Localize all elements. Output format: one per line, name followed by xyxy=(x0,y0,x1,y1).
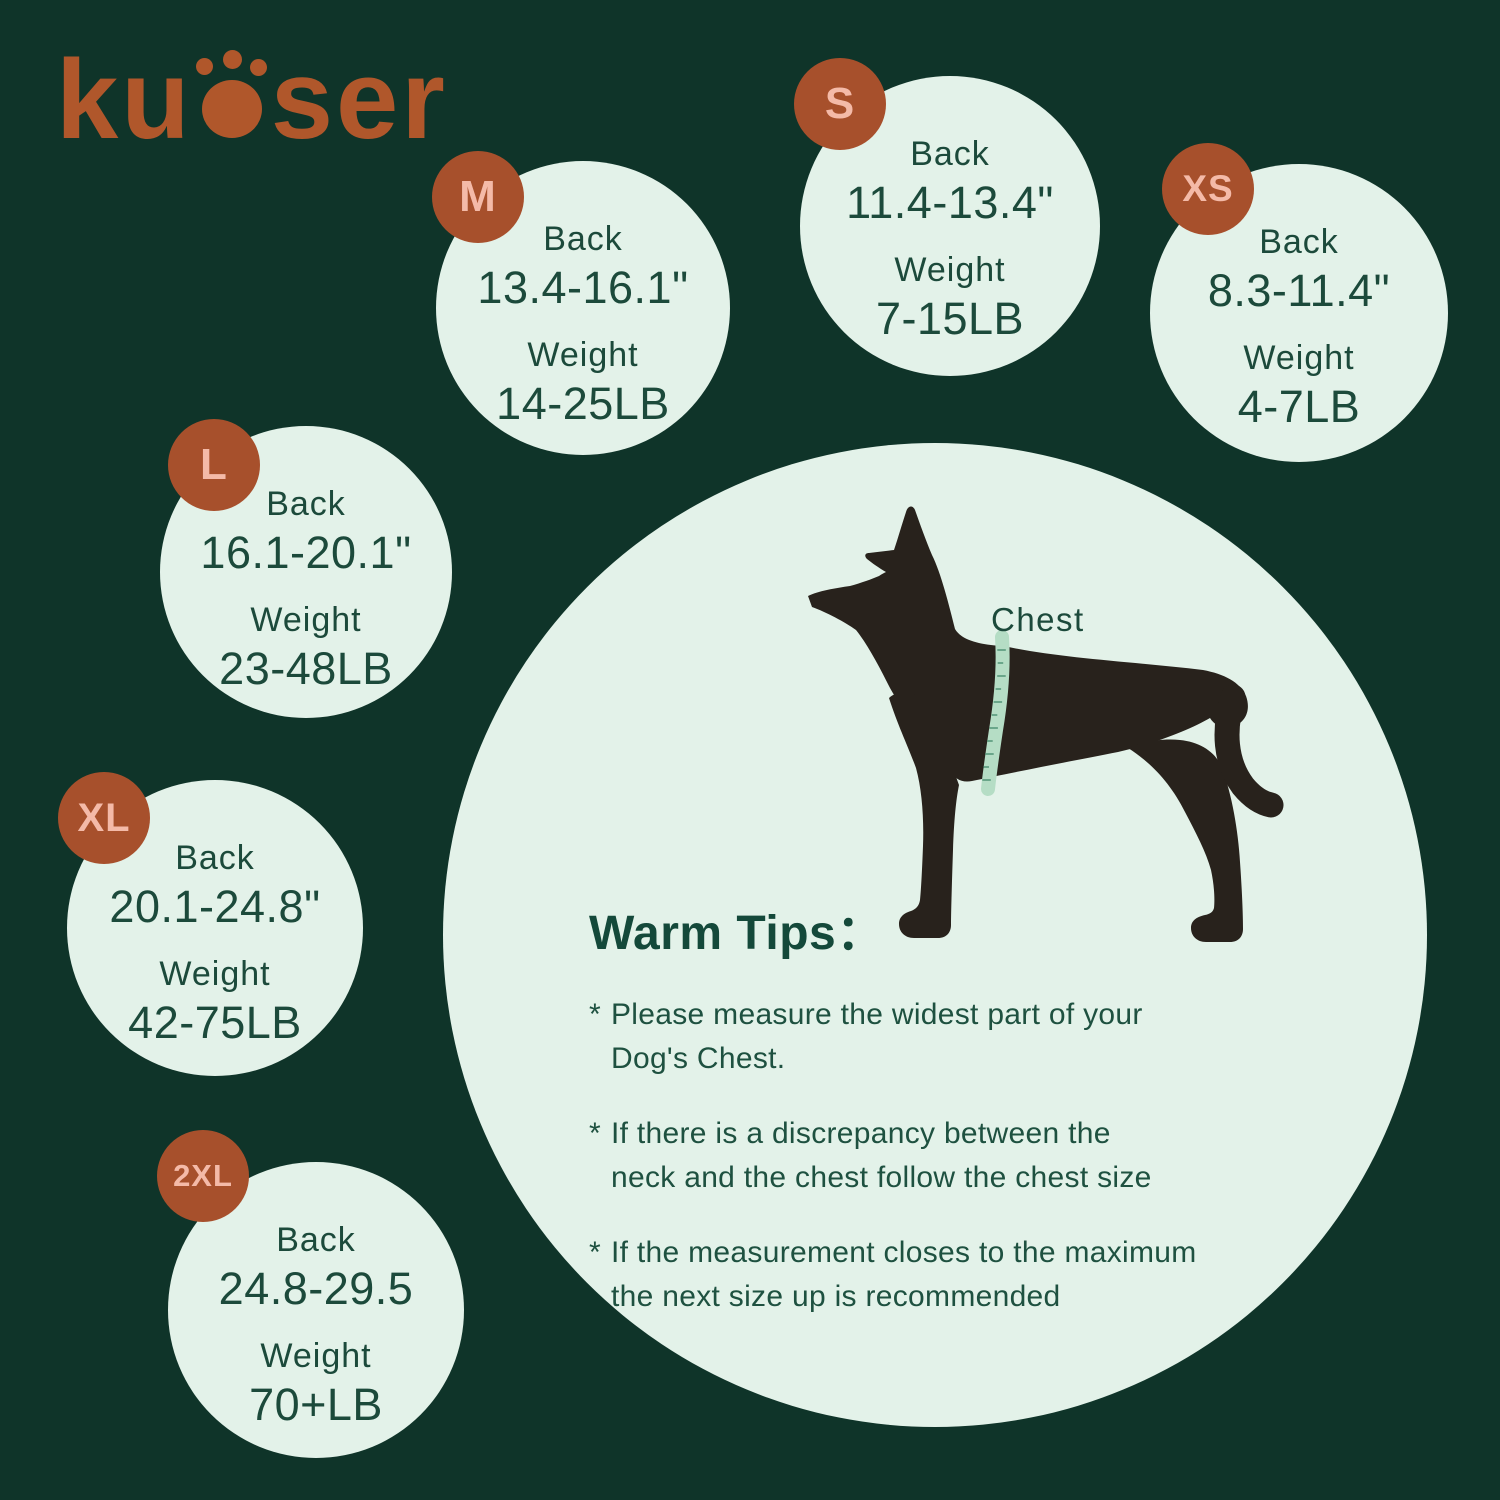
weight-label: Weight xyxy=(250,601,362,639)
back-value: 11.4-13.4" xyxy=(846,177,1054,228)
warm-tips-heading: Warm Tips： xyxy=(589,907,885,960)
weight-label: Weight xyxy=(260,1337,372,1375)
tip-marker: * xyxy=(589,1236,601,1269)
weight-label: Weight xyxy=(1243,339,1355,377)
dog-hind-leg xyxy=(1128,739,1243,942)
back-label: Back xyxy=(1259,223,1339,261)
weight-value: 70+LB xyxy=(249,1379,383,1430)
paw-icon xyxy=(195,50,267,138)
weight-value: 4-7LB xyxy=(1237,381,1361,432)
tip-marker: * xyxy=(589,998,601,1031)
back-label: Back xyxy=(276,1221,356,1259)
tape-ticks xyxy=(982,649,1006,781)
size-badge-label: S xyxy=(824,79,856,128)
brand-logo: ku ser xyxy=(56,38,448,161)
back-value: 8.3-11.4" xyxy=(1207,265,1391,316)
tip-line: If there is a discrepancy between the xyxy=(611,1117,1111,1150)
back-label: Back xyxy=(175,839,255,877)
tip-line: the next size up is recommended xyxy=(611,1280,1061,1313)
size-circle-xs: XS Back 8.3-11.4" Weight 4-7LB xyxy=(1150,143,1448,462)
back-value: 20.1-24.8" xyxy=(109,881,321,932)
tip-line: neck and the chest follow the chest size xyxy=(611,1161,1152,1194)
size-badge-label: XS xyxy=(1182,168,1234,209)
size-badge-2xl: 2XL xyxy=(157,1130,249,1222)
logo-text-right: ser xyxy=(270,37,448,162)
size-circle-m: M Back 13.4-16.1" Weight 14-25LB xyxy=(432,151,730,455)
tip-line: Please measure the widest part of your xyxy=(611,998,1143,1031)
measure-info-circle: Chest Warm Tips： * Please measure the wid… xyxy=(443,443,1427,1427)
size-badge-m: M xyxy=(432,151,524,243)
size-badge-l: L xyxy=(168,419,260,511)
tip-marker: * xyxy=(589,1117,601,1150)
dog-silhouette xyxy=(808,506,1284,942)
tip-line: If the measurement closes to the maximum xyxy=(611,1236,1197,1269)
back-value: 13.4-16.1" xyxy=(477,262,689,313)
warm-tip-1: * Please measure the widest part of your D… xyxy=(589,993,1349,1081)
weight-value: 14-25LB xyxy=(496,378,670,429)
back-value: 24.8-29.5 xyxy=(218,1263,414,1314)
size-badge-s: S xyxy=(794,58,886,150)
logo-text-left: ku xyxy=(56,37,193,162)
measuring-tape-icon xyxy=(981,630,1010,796)
size-badge-label: 2XL xyxy=(173,1158,233,1193)
size-badge-label: M xyxy=(459,172,497,221)
tip-line: Dog's Chest. xyxy=(611,1042,786,1075)
weight-label: Weight xyxy=(159,955,271,993)
size-circle-s: S Back 11.4-13.4" Weight 7-15LB xyxy=(794,58,1100,376)
size-circle-l: L Back 16.1-20.1" Weight 23-48LB xyxy=(160,419,452,718)
size-badge-label: XL xyxy=(77,795,131,840)
paw-pad-icon xyxy=(201,80,262,138)
weight-label: Weight xyxy=(527,336,639,374)
paw-toe-icon xyxy=(222,50,242,69)
weight-value: 7-15LB xyxy=(875,293,1025,344)
back-label: Back xyxy=(266,485,346,523)
weight-value: 23-48LB xyxy=(219,643,393,694)
dog-front-leg xyxy=(889,692,959,938)
size-circle-xl: XL Back 20.1-24.8" Weight 42-75LB xyxy=(58,772,363,1076)
dog-tail xyxy=(1214,684,1284,818)
paw-toe-icon xyxy=(195,58,213,75)
warm-tip-3: * If the measurement closes to the maximu… xyxy=(589,1231,1349,1319)
paw-toe-icon xyxy=(249,59,267,76)
size-badge-label: L xyxy=(200,440,228,489)
back-value: 16.1-20.1" xyxy=(200,527,412,578)
weight-value: 42-75LB xyxy=(128,997,302,1048)
warm-tips: Warm Tips： * Please measure the widest pa… xyxy=(589,893,1349,1350)
warm-tip-2: * If there is a discrepancy between the ne… xyxy=(589,1112,1349,1200)
size-badge-xs: XS xyxy=(1162,143,1254,235)
weight-label: Weight xyxy=(894,251,1006,289)
size-badge-xl: XL xyxy=(58,772,150,864)
size-circle-2xl: 2XL Back 24.8-29.5 Weight 70+LB xyxy=(157,1130,464,1458)
back-label: Back xyxy=(910,135,990,173)
back-label: Back xyxy=(543,220,623,258)
chest-label: Chest xyxy=(991,601,1085,638)
